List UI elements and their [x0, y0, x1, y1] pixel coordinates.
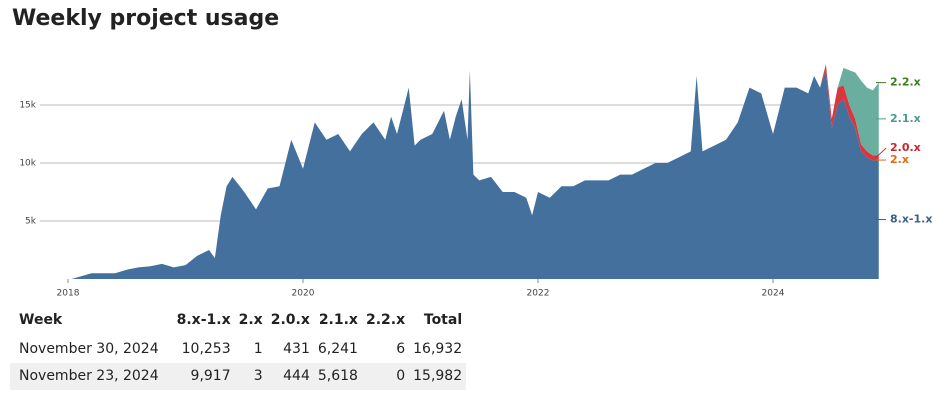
- table-cell: 0: [361, 363, 410, 390]
- column-header: 2.1.x: [318, 312, 358, 328]
- legend-label: 8.x-1.x: [890, 213, 932, 226]
- x-tick-label: 2020: [292, 289, 315, 299]
- y-tick-label: 15k: [19, 101, 36, 111]
- table-cell: 431: [283, 341, 310, 357]
- legend-connector: [875, 147, 887, 158]
- column-header: 2.x: [238, 312, 263, 328]
- table-cell: 6: [396, 341, 406, 357]
- table-cell: 15,982: [409, 363, 467, 390]
- chart: 5k 10k 15k 8.x-1.x 2.x2.0.x 2.1.x 2.2.x 2018 202…: [19, 64, 932, 299]
- x-tick-label: 2022: [527, 289, 550, 299]
- x-tick-label: 2018: [57, 289, 80, 299]
- areas: [71, 64, 879, 280]
- x-tick-label: 2024: [762, 289, 785, 299]
- legend-label: 2.0.x: [890, 141, 921, 154]
- table-header: Week 8.x-1.x 2.x 2.0.x 2.1.x 2.2.x Total: [10, 308, 466, 336]
- table-row: November 23, 2024 9,917 3 444 5,618 0 15,982: [10, 363, 467, 390]
- table-cell: November 23, 2024: [10, 363, 173, 390]
- legend-label: 2.x: [890, 153, 909, 166]
- column-header: 8.x-1.x: [176, 312, 231, 328]
- table-cell: 6,241: [317, 341, 358, 357]
- table-cell: 3: [234, 363, 267, 390]
- column-header: Total: [423, 312, 463, 328]
- chart-title: Weekly project usage: [12, 6, 280, 31]
- table-cell: 16,932: [413, 341, 463, 357]
- table-cell: 444: [266, 363, 314, 390]
- table-cell: 5,618: [313, 363, 362, 390]
- table-cell: 10,253: [181, 341, 231, 357]
- table-cell: 9,917: [172, 363, 235, 390]
- area-0: [71, 70, 879, 279]
- y-tick-label: 5k: [25, 217, 37, 227]
- table-row: November 30, 2024 10,253 1 431 6,241 6 16,932: [10, 336, 466, 363]
- column-header: Week: [19, 312, 63, 328]
- table-cell: 1: [253, 341, 263, 357]
- legend-label: 2.1.x: [890, 112, 921, 125]
- column-header: 2.2.x: [365, 312, 406, 328]
- usage-table: Week 8.x-1.x 2.x 2.0.x 2.1.x 2.2.x Total Novemb…: [10, 308, 467, 390]
- legend-label: 2.2.x: [890, 76, 921, 89]
- y-tick-label: 10k: [19, 159, 36, 169]
- table-cell: November 30, 2024: [19, 341, 159, 357]
- column-header: 2.0.x: [270, 312, 310, 328]
